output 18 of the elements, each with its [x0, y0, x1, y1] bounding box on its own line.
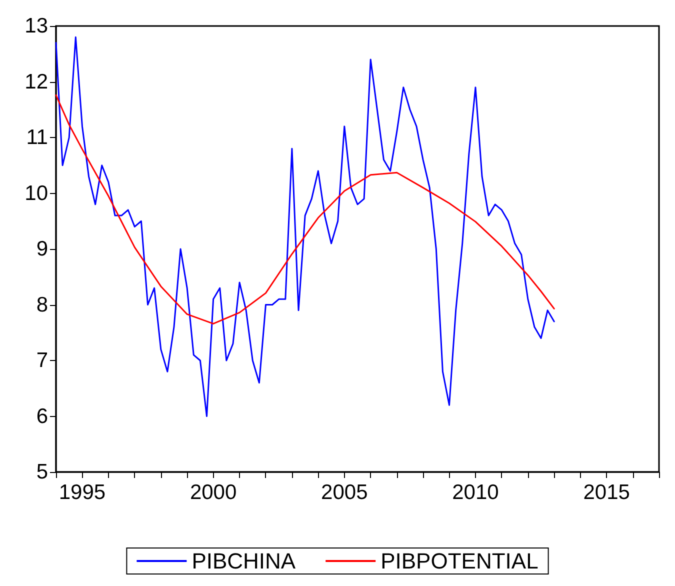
y-tick-label: 11 [26, 126, 48, 149]
y-tick-label: 5 [36, 460, 48, 484]
y-tick-label: 7 [36, 349, 48, 372]
x-tick-label: 2015 [583, 481, 630, 504]
line-series [55, 36, 555, 417]
y-tick-label: 12 [24, 70, 48, 94]
y-tick-label: 13 [24, 14, 48, 38]
y-tick-label: 6 [36, 404, 48, 428]
y-tick-label: 10 [24, 182, 48, 205]
x-tick-label: 2005 [321, 481, 368, 504]
y-tick-label: 9 [36, 238, 48, 260]
line-series [55, 94, 555, 324]
x-tick-label: 2000 [190, 481, 237, 504]
legend-label: PIBCHINA [192, 548, 296, 574]
x-tick-label: 1995 [58, 481, 106, 504]
y-tick-label: 8 [36, 293, 48, 316]
legend-label: PIBPOTENTIAL [380, 548, 538, 574]
x-tick-label: 2010 [452, 481, 499, 504]
